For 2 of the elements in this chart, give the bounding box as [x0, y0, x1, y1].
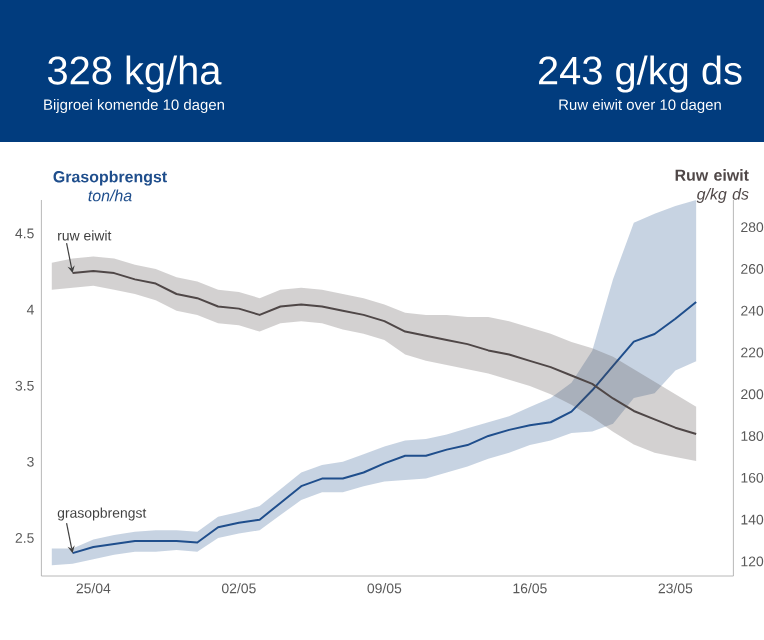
- text: 328 kg/ha: [48, 55, 222, 93]
- text: 243 g/kg ds: [538, 55, 742, 93]
